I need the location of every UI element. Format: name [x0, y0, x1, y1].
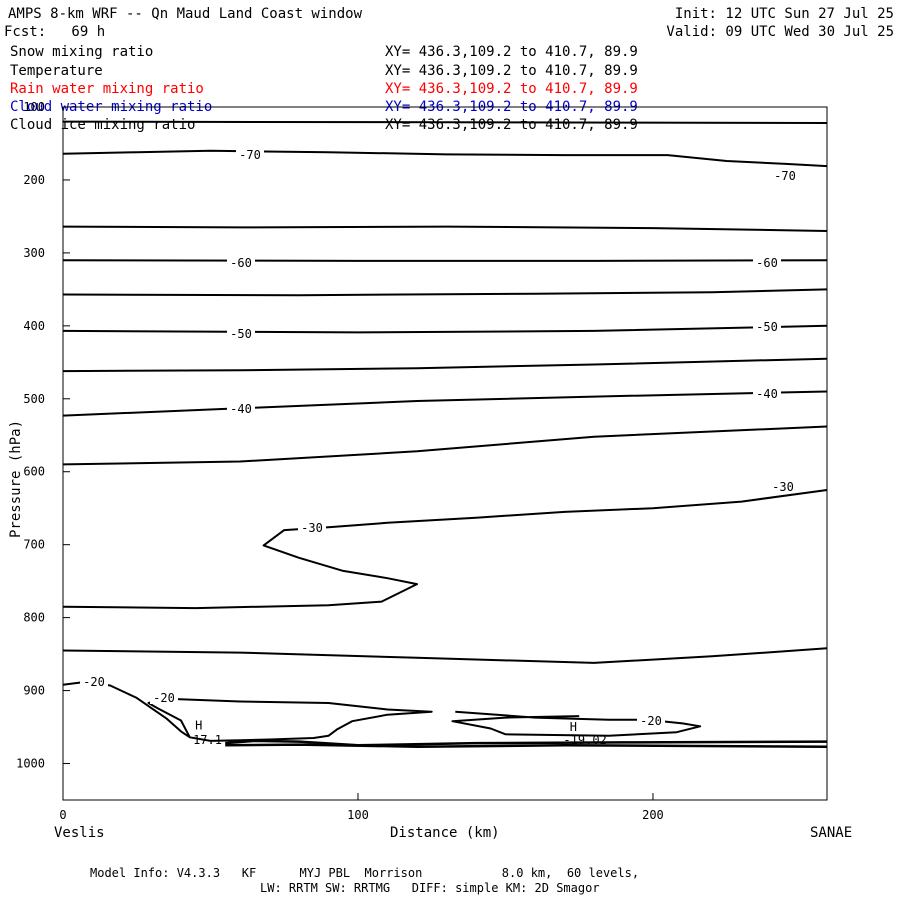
x-tick-label: 200	[642, 808, 664, 822]
field-xy-rain: XY= 436.3,109.2 to 410.7, 89.9	[385, 81, 638, 97]
contour-line	[62, 489, 828, 610]
field-name-rain: Rain water mixing ratio	[10, 81, 204, 97]
field-xy-cloud-ice: XY= 436.3,109.2 to 410.7, 89.9	[385, 117, 638, 133]
chart-title: AMPS 8-km WRF -- Qn Maud Land Coast wind…	[8, 6, 363, 22]
contour-line	[62, 390, 828, 417]
field-xy-snow: XY= 436.3,109.2 to 410.7, 89.9	[385, 44, 638, 60]
contour-label: -20	[83, 675, 105, 689]
contour-line	[62, 149, 828, 168]
y-tick-label: 100	[23, 100, 45, 114]
contour-label: -60	[230, 256, 252, 270]
y-tick-label: 800	[23, 611, 45, 625]
high-marker: H	[195, 719, 202, 733]
plot-frame	[62, 106, 828, 801]
contour-line	[62, 425, 828, 466]
field-name-snow: Snow mixing ratio	[10, 44, 154, 60]
contour-label: -40	[230, 402, 252, 416]
contour-line	[62, 259, 828, 262]
contour-label: -30	[772, 480, 794, 494]
valid-time: Valid: 09 UTC Wed 30 Jul 25	[666, 24, 894, 40]
contour-line	[62, 225, 828, 232]
contour-label: -50	[756, 320, 778, 334]
model-info-line1: Model Info: V4.3.3 KF MYJ PBL Morrison 8…	[90, 866, 640, 880]
forecast-hour: Fcst: 69 h	[4, 24, 106, 40]
contour-line	[62, 120, 828, 124]
contour-label: -30	[301, 521, 323, 535]
contour-label: -60	[756, 256, 778, 270]
x-tick-label: 100	[347, 808, 369, 822]
y-tick-label: 500	[23, 392, 45, 406]
contour-label: -50	[230, 327, 252, 341]
field-name-temperature: Temperature	[10, 63, 103, 79]
contour-label: -70	[239, 148, 261, 162]
surface-value-label: 17.1	[193, 733, 222, 747]
x-endpoint-right: SANAE	[810, 825, 853, 841]
contour-line	[62, 647, 828, 664]
x-endpoint-left: Veslis	[54, 825, 105, 841]
terrain-contour	[225, 743, 828, 748]
surface-value-label: -19.02	[563, 733, 606, 747]
y-tick-label: 900	[23, 684, 45, 698]
model-info-line2: LW: RRTM SW: RRTMG DIFF: simple KM: 2D S…	[260, 881, 600, 895]
init-time: Init: 12 UTC Sun 27 Jul 25	[674, 6, 894, 22]
contour-line	[62, 324, 828, 334]
contour-label: -20	[153, 691, 175, 705]
y-tick-label: 400	[23, 319, 45, 333]
y-tick-label: 200	[23, 173, 45, 187]
contour-line	[451, 710, 702, 737]
y-tick-label: 600	[23, 465, 45, 479]
contour-label: -70	[774, 169, 796, 183]
high-marker: H	[570, 720, 577, 734]
y-tick-label: 700	[23, 538, 45, 552]
contour-label: -20	[640, 714, 662, 728]
x-axis-label: Distance (km)	[390, 825, 500, 841]
y-axis-label: Pressure (hPa)	[8, 419, 25, 539]
y-tick-label: 300	[23, 246, 45, 260]
field-xy-temperature: XY= 436.3,109.2 to 410.7, 89.9	[385, 63, 638, 79]
contour-line	[62, 357, 828, 373]
contour-line	[62, 288, 828, 297]
x-tick-label: 0	[59, 808, 66, 822]
contour-line	[62, 680, 433, 742]
contour-label: -40	[756, 387, 778, 401]
y-tick-label: 1000	[16, 757, 45, 771]
